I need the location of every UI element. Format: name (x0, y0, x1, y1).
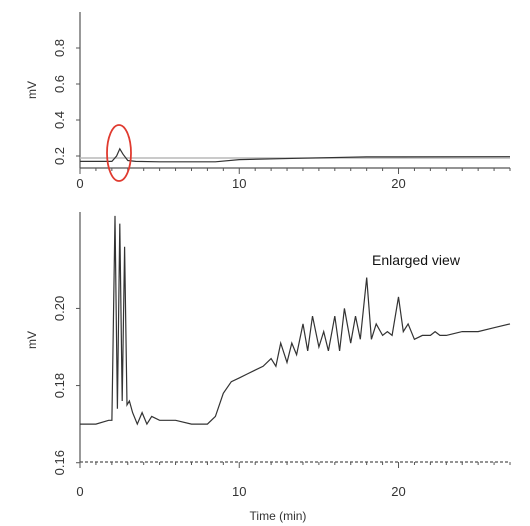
overview-xtick-label: 0 (76, 176, 83, 191)
overview-xtick-label: 20 (391, 176, 405, 191)
enlarged-panel: mV Enlarged view Time (min) 0.16 0.18 0.20… (25, 212, 511, 523)
enlarged-xtick-label: 20 (391, 484, 405, 499)
enlarged-ytick-label: 0.20 (52, 296, 67, 321)
overview-ytick-label: 0.2 (52, 147, 67, 165)
enlarged-signal-line (80, 215, 511, 426)
overview-xtick-label: 10 (232, 176, 246, 191)
enlarged-ytick-label: 0.18 (52, 373, 67, 398)
enlarged-xtick-label: 0 (76, 484, 83, 499)
overview-panel: mV 0.2 0.4 0.6 0.8 0 10 20 (25, 12, 511, 191)
enlarged-xlabel: Time (min) (250, 509, 307, 523)
overview-signal-line (80, 147, 511, 163)
enlarged-view-annotation: Enlarged view (372, 252, 461, 268)
enlarged-ytick-label: 0.16 (52, 450, 67, 475)
overview-ylabel: mV (25, 81, 39, 99)
overview-ytick-label: 0.6 (52, 75, 67, 93)
peak-highlight-ellipse (106, 124, 132, 182)
overview-ytick-label: 0.8 (52, 39, 67, 57)
overview-ytick-label: 0.4 (52, 111, 67, 129)
enlarged-xtick-label: 10 (232, 484, 246, 499)
enlarged-ylabel: mV (25, 331, 39, 349)
